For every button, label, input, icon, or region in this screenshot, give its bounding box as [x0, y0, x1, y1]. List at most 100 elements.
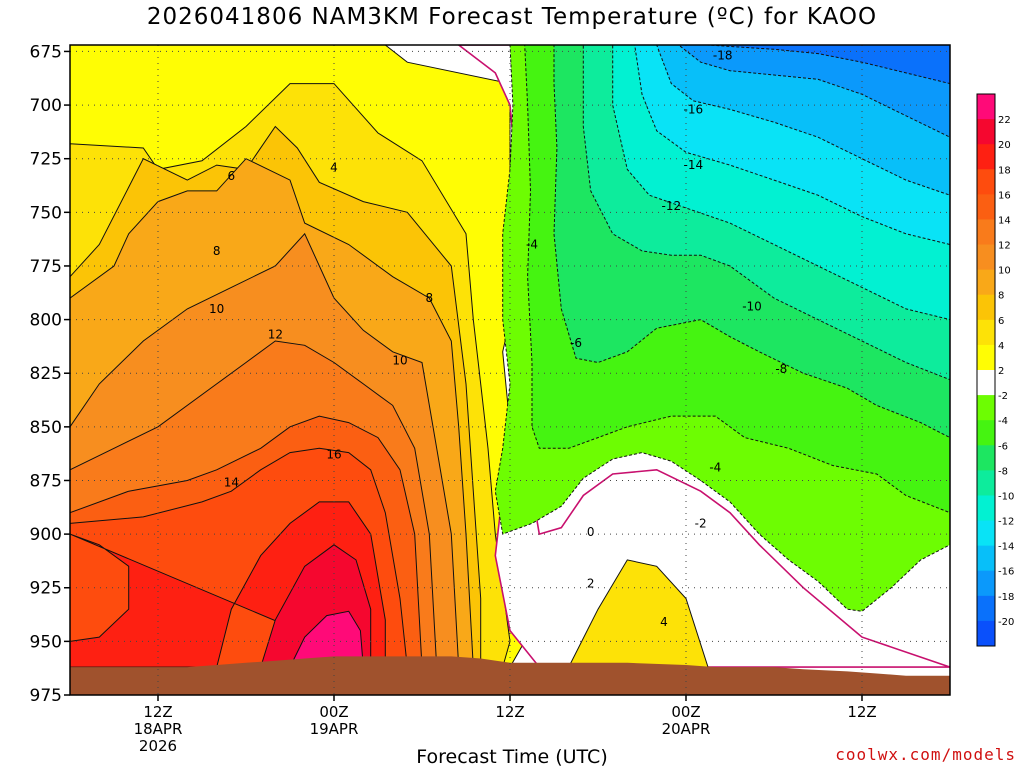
colorbar-label: 2 — [998, 366, 1004, 377]
colorbar-swatch — [977, 370, 995, 396]
colorbar-label: -14 — [998, 542, 1014, 553]
contour-label: -14 — [684, 158, 704, 172]
colorbar-swatch — [977, 344, 995, 371]
x-tick-label: 18APR — [134, 720, 183, 738]
contour-label: 4 — [330, 160, 338, 174]
colorbar-swatch — [977, 219, 995, 246]
contour-label: 10 — [209, 302, 224, 316]
colorbar-swatch — [977, 495, 995, 522]
x-tick-label: 12Z — [143, 703, 172, 721]
colorbar-label: 22 — [998, 115, 1011, 126]
colorbar-swatch — [977, 570, 995, 597]
contour-label: 4 — [660, 615, 668, 629]
colorbar-swatch — [977, 595, 995, 622]
colorbar-label: 10 — [998, 266, 1011, 277]
contour-label: 8 — [426, 291, 434, 305]
colorbar-swatch — [977, 119, 995, 145]
colorbar-label: 6 — [998, 316, 1004, 327]
colorbar-swatch — [977, 445, 995, 471]
colorbar-label: 16 — [998, 190, 1011, 201]
colorbar-swatch — [977, 319, 995, 346]
colorbar-label: 18 — [998, 165, 1011, 176]
colorbar-frame — [976, 93, 996, 647]
contour-region-minus-18 — [707, 45, 950, 85]
contour-region-minus-16 — [677, 45, 950, 138]
colorbar-label: -2 — [998, 391, 1008, 402]
colorbar-label: -4 — [998, 416, 1008, 427]
contour-label: -6 — [570, 336, 582, 350]
colorbar-swatch — [977, 395, 995, 421]
x-tick-label: 00Z — [319, 703, 348, 721]
x-tick-label: 12Z — [847, 703, 876, 721]
contour-label: 12 — [268, 328, 283, 342]
colorbar-label: 8 — [998, 291, 1004, 302]
x-axis-title: Forecast Time (UTC) — [416, 746, 608, 768]
contour-label: -4 — [526, 238, 538, 252]
colorbar-label: -18 — [998, 592, 1014, 603]
contour-label: -4 — [709, 461, 721, 475]
colorbar-swatch — [977, 94, 995, 120]
contour-label: -16 — [684, 102, 704, 116]
contour-label: 16 — [326, 448, 341, 462]
temperature-fill-regions — [70, 45, 950, 695]
colorbar-label: 14 — [998, 215, 1011, 226]
contour-label: 6 — [228, 169, 236, 183]
contour-label: -18 — [713, 49, 733, 63]
colorbar: 22 20 18 16 14 12 10 8 6 4 2 -2 -4 -6 -8 -10 -12 -14 -16 -1… — [976, 93, 1014, 647]
colorbar-swatch — [977, 244, 995, 271]
y-tick-label: 975 — [30, 686, 62, 706]
watermark: coolwx.com/models — [835, 745, 1016, 764]
contour-label: 8 — [213, 244, 221, 258]
y-tick-label: 675 — [30, 42, 62, 62]
colorbar-swatch — [977, 520, 995, 547]
x-tick-label: 00Z — [671, 703, 700, 721]
colorbar-swatch — [977, 269, 995, 296]
y-tick-label: 800 — [30, 311, 62, 331]
y-tick-label: 850 — [30, 418, 62, 438]
x-tick-label: 12Z — [495, 703, 524, 721]
x-tick-label: 19APR — [310, 720, 359, 738]
x-tick-label: 20APR — [662, 720, 711, 738]
y-tick-label: 825 — [30, 364, 62, 384]
y-tick-label: 725 — [30, 150, 62, 170]
colorbar-label: -20 — [998, 617, 1014, 628]
colorbar-label: 20 — [998, 140, 1011, 151]
contour-label: -10 — [742, 300, 762, 314]
colorbar-label: 12 — [998, 241, 1011, 252]
colorbar-swatch — [977, 470, 995, 496]
y-tick-label: 775 — [30, 257, 62, 277]
colorbar-swatch — [977, 194, 995, 220]
contour-label: -2 — [695, 516, 707, 530]
colorbar-swatch — [977, 169, 995, 195]
y-tick-label: 750 — [30, 203, 62, 223]
y-tick-label: 900 — [30, 525, 62, 545]
y-tick-label: 700 — [30, 96, 62, 116]
colorbar-swatch — [977, 144, 995, 170]
y-tick-label: 950 — [30, 632, 62, 652]
colorbar-label: -6 — [998, 441, 1008, 452]
colorbar-label: -10 — [998, 491, 1014, 502]
colorbar-swatch — [977, 420, 995, 446]
contour-label: 2 — [587, 576, 595, 590]
grid-lines — [70, 45, 950, 696]
colorbar-label: 4 — [998, 341, 1004, 352]
contour-label: 10 — [392, 353, 407, 367]
colorbar-swatch — [977, 620, 995, 647]
colorbar-label: -8 — [998, 466, 1008, 477]
y-tick-label: 925 — [30, 579, 62, 599]
contour-label: 14 — [224, 476, 239, 490]
chart-title: 2026041806 NAM3KM Forecast Temperature (… — [146, 4, 878, 30]
colorbar-label: -16 — [998, 567, 1014, 578]
colorbar-swatch — [977, 545, 995, 572]
y-axis: 675 700 725 750 775 800 825 850 875 900 925 950 975 — [30, 42, 70, 706]
y-tick-label: 875 — [30, 471, 62, 491]
contour-labels: -18 -16 -14 -12 -10 -8 -6 -4 -4 -2 0 2 4 4 6 8 8 10 10 12 14… — [209, 49, 787, 629]
contour-label: -8 — [775, 362, 787, 376]
contour-label: 0 — [587, 525, 595, 539]
x-tick-label: 2026 — [139, 737, 177, 755]
colorbar-label: -12 — [998, 517, 1014, 528]
colorbar-swatch — [977, 294, 995, 321]
contour-label: -12 — [662, 199, 682, 213]
